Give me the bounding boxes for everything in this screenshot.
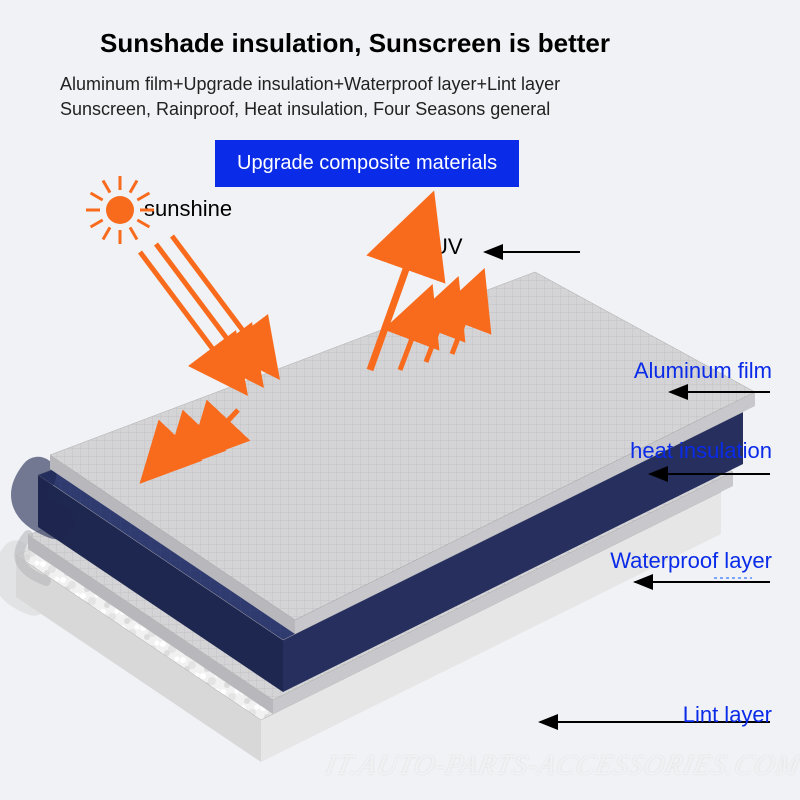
sun-icon xyxy=(80,170,160,250)
watermark: IT.AUTO-PARTS-ACCESSORIES.COM xyxy=(323,750,800,782)
subtitle-block: Aluminum film+Upgrade insulation+Waterpr… xyxy=(60,72,560,122)
main-title: Sunshade insulation, Sunscreen is better xyxy=(100,28,610,59)
label-aluminum-film: Aluminum film xyxy=(634,358,772,384)
subtitle-line-1: Aluminum film+Upgrade insulation+Waterpr… xyxy=(60,72,560,97)
label-lint-layer: Lint layer xyxy=(683,702,772,728)
uv-label: UV xyxy=(432,234,463,260)
badge: Upgrade composite materials xyxy=(215,140,519,187)
label-waterproof-layer: Waterproof layer xyxy=(610,548,772,574)
label-heat-insulation: heat insulation xyxy=(630,438,772,464)
subtitle-line-2: Sunscreen, Rainproof, Heat insulation, F… xyxy=(60,97,560,122)
